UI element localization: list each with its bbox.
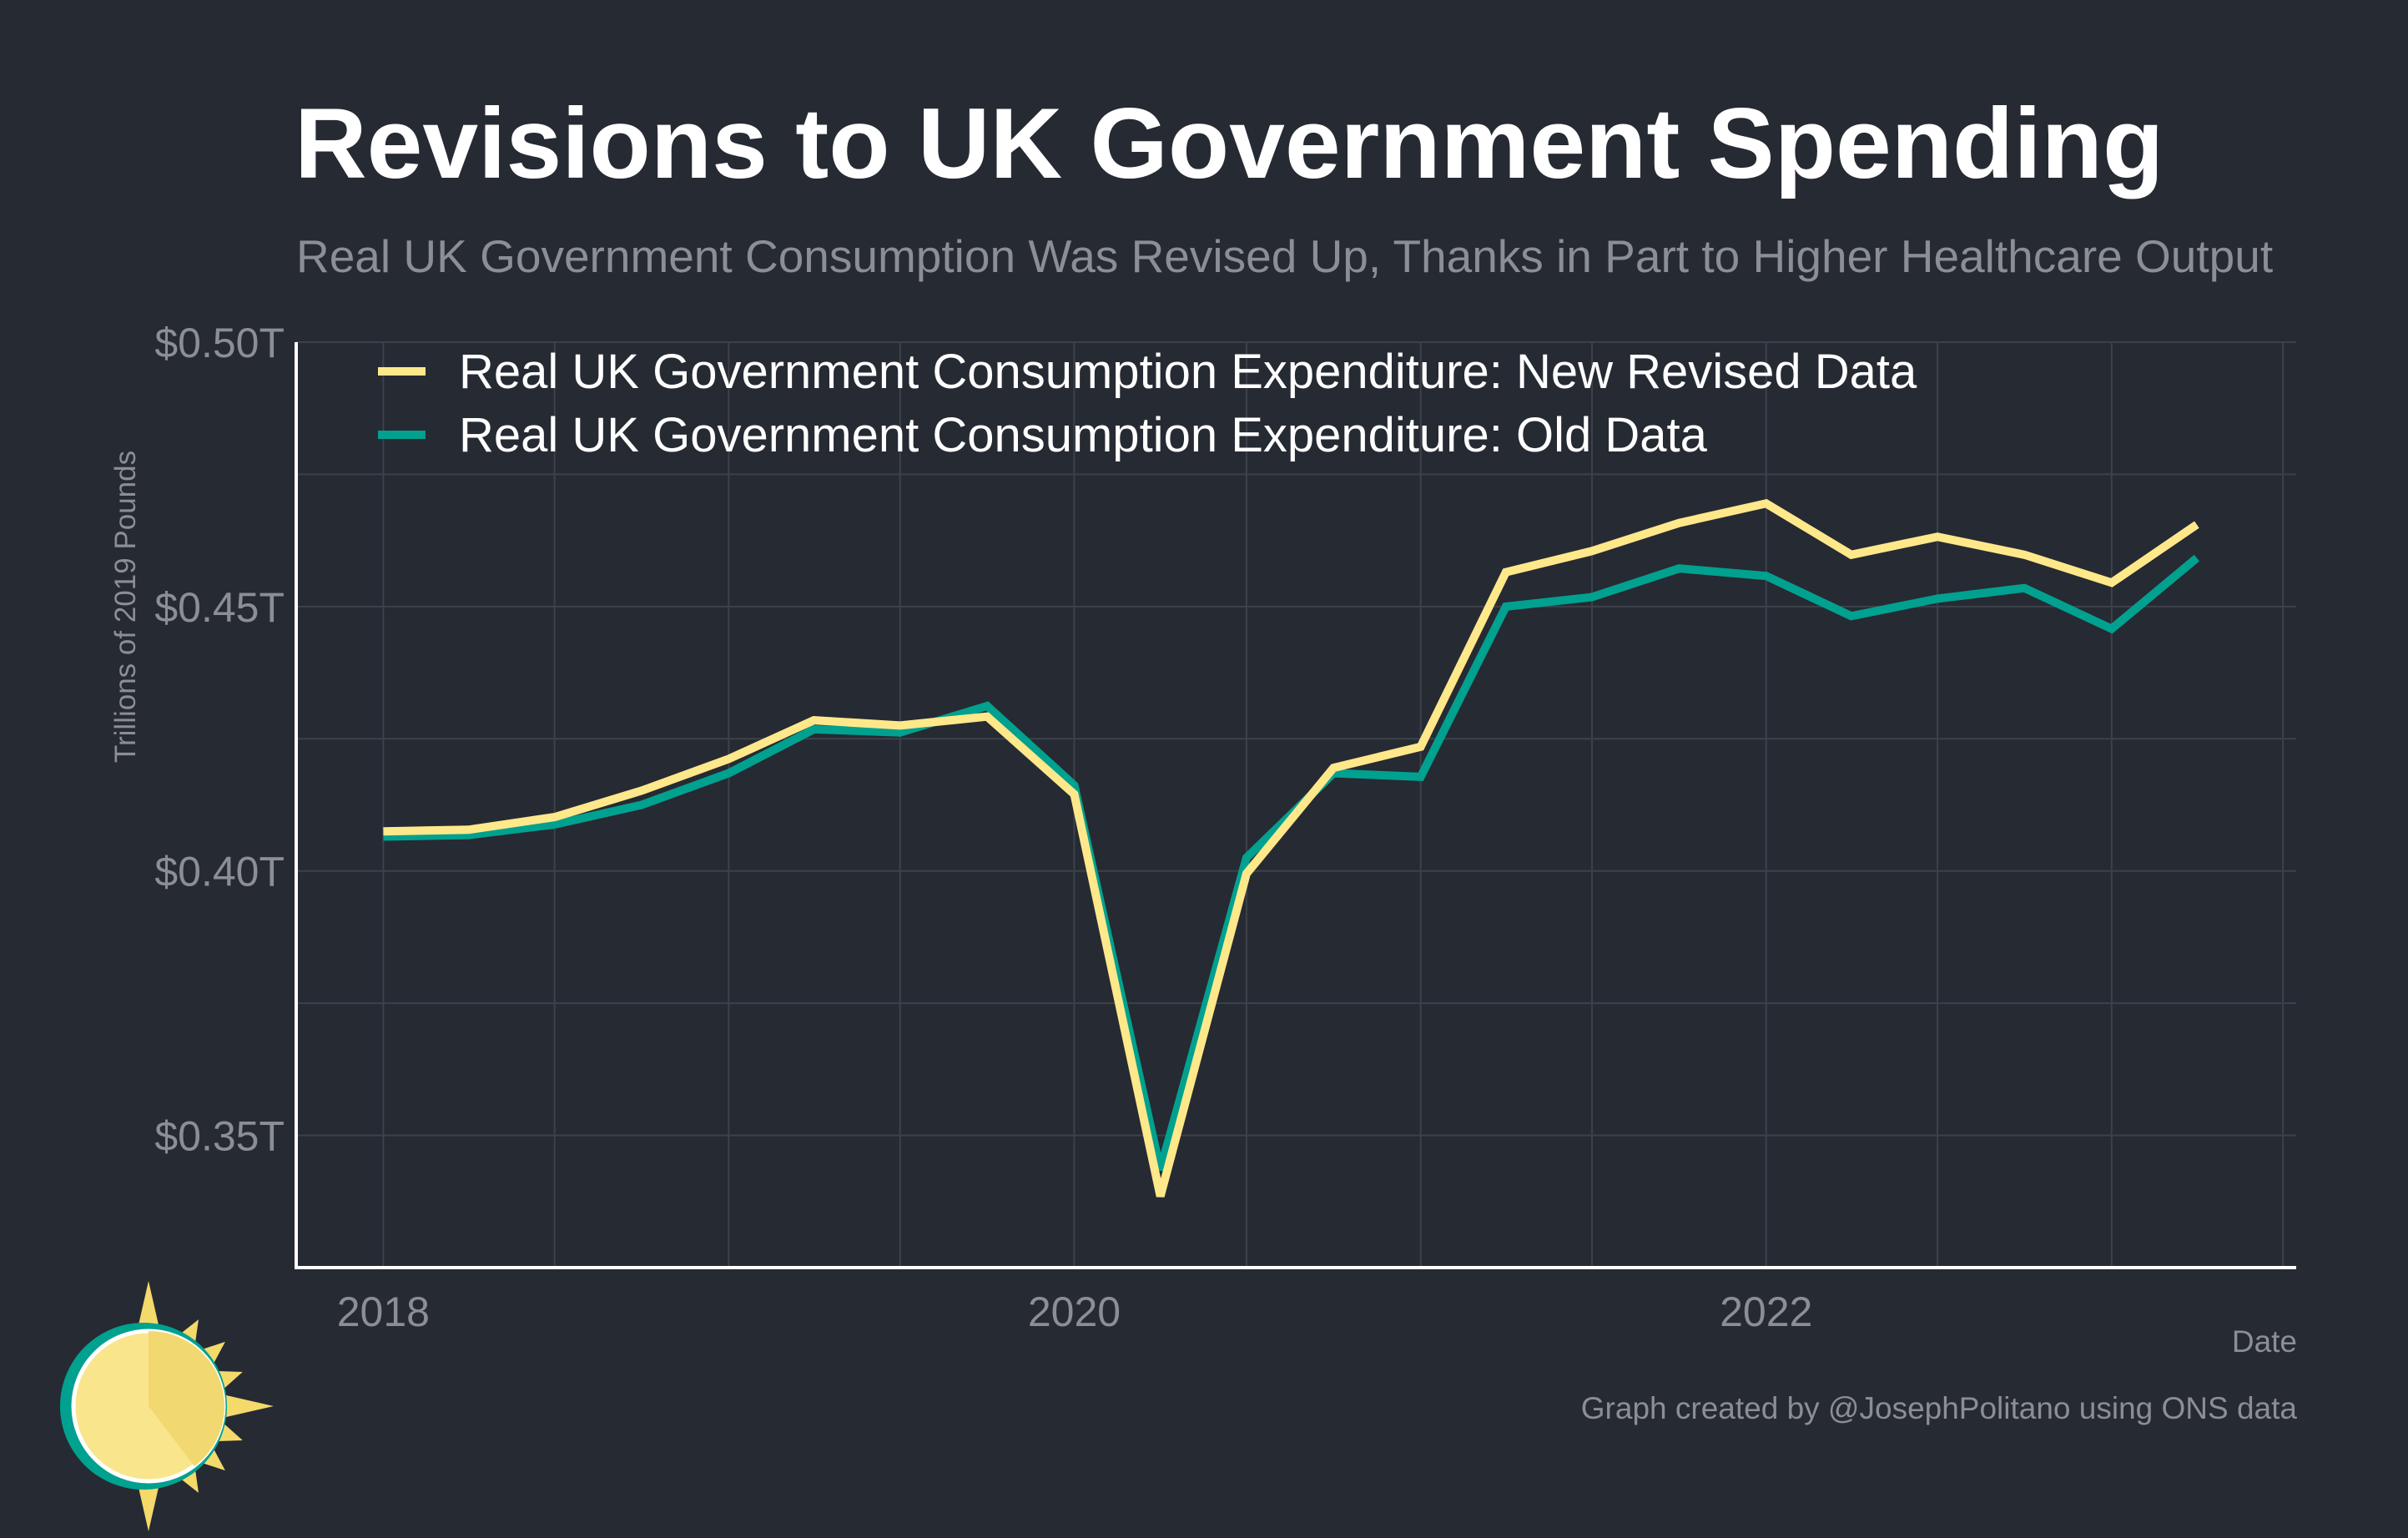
y-axis-label: Trillions of 2019 Pounds — [109, 451, 142, 763]
x-tick-label: 2022 — [1720, 1288, 1812, 1335]
sun-ray — [215, 1393, 274, 1419]
x-tick-label: 2018 — [337, 1288, 430, 1335]
chart-title: Revisions to UK Government Spending — [295, 88, 2164, 199]
y-tick-label: $0.35T — [154, 1113, 285, 1160]
series-line-old-data — [383, 554, 2200, 1172]
x-axis-label: Date — [2232, 1324, 2297, 1359]
legend-label: Real UK Government Consumption Expenditu… — [459, 345, 1917, 399]
legend-label: Real UK Government Consumption Expenditu… — [459, 408, 1708, 462]
y-tick-label: $0.50T — [154, 320, 285, 366]
tick-labels: $0.35T $0.40T $0.45T $0.50T 2018 2020 2022 — [154, 320, 1812, 1335]
source-credit: Graph created by @JosephPolitano using O… — [1581, 1391, 2298, 1425]
y-tick-label: $0.40T — [154, 849, 285, 895]
legend: Real UK Government Consumption Expenditu… — [378, 345, 1917, 462]
series-lines — [383, 498, 2200, 1198]
x-tick-label: 2020 — [1028, 1288, 1121, 1335]
y-tick-label: $0.45T — [154, 584, 285, 631]
axes — [295, 342, 2296, 1269]
sun-icon — [60, 1281, 274, 1531]
chart-subtitle: Real UK Government Consumption Was Revis… — [296, 230, 2274, 282]
series-line-revised-data — [383, 498, 2199, 1198]
